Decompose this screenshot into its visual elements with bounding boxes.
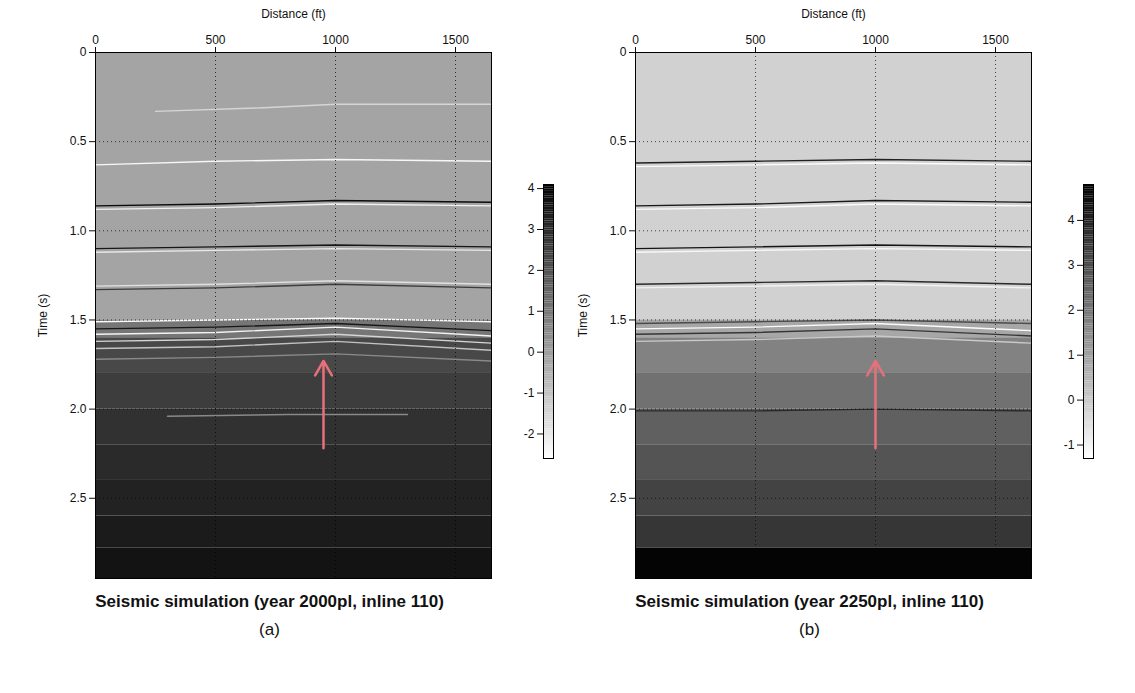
svg-text:2.5: 2.5 — [609, 491, 626, 505]
svg-text:-2: -2 — [523, 427, 534, 441]
svg-text:1: 1 — [527, 304, 534, 318]
svg-text:0: 0 — [632, 33, 639, 47]
svg-text:1500: 1500 — [442, 33, 469, 47]
svg-text:500: 500 — [205, 33, 225, 47]
svg-text:3: 3 — [527, 222, 534, 236]
html-text:Seismic simulation (year 2000p: Seismic simulation (year 2000pl, inline … — [95, 592, 444, 611]
html-text:Seismic simulation (year 2250p: Seismic simulation (year 2250pl, inline … — [635, 592, 984, 611]
svg-text:1.0: 1.0 — [609, 224, 626, 238]
svg-text:1000: 1000 — [322, 33, 349, 47]
svg-text:Time (s): Time (s) — [576, 294, 590, 338]
svg-text:2: 2 — [527, 263, 534, 277]
svg-text:Distance (ft): Distance (ft) — [261, 7, 326, 21]
svg-text:2.5: 2.5 — [69, 491, 86, 505]
svg-text:0: 0 — [92, 33, 99, 47]
svg-text:Distance (ft): Distance (ft) — [801, 7, 866, 21]
svg-text:1.5: 1.5 — [609, 313, 626, 327]
svg-text:0: 0 — [619, 45, 626, 59]
svg-text:1.5: 1.5 — [69, 313, 86, 327]
svg-text:1.0: 1.0 — [69, 224, 86, 238]
svg-text:Time (s): Time (s) — [36, 294, 50, 338]
svg-text:0: 0 — [527, 345, 534, 359]
svg-text:2.0: 2.0 — [609, 402, 626, 416]
svg-text:0: 0 — [79, 45, 86, 59]
svg-text:0.5: 0.5 — [609, 134, 626, 148]
svg-text:500: 500 — [745, 33, 765, 47]
svg-text:1: 1 — [1067, 348, 1074, 362]
svg-text:1000: 1000 — [862, 33, 889, 47]
svg-text:4: 4 — [527, 181, 534, 195]
svg-text:2.0: 2.0 — [69, 402, 86, 416]
html-text:(a): (a) — [259, 620, 280, 639]
svg-text:4: 4 — [1067, 213, 1074, 227]
svg-text:2: 2 — [1067, 303, 1074, 317]
svg-text:0.5: 0.5 — [69, 134, 86, 148]
html-text:(b): (b) — [799, 620, 820, 639]
svg-text:-1: -1 — [523, 386, 534, 400]
svg-text:1500: 1500 — [982, 33, 1009, 47]
svg-text:-1: -1 — [1063, 438, 1074, 452]
svg-text:3: 3 — [1067, 258, 1074, 272]
svg-text:0: 0 — [1067, 393, 1074, 407]
